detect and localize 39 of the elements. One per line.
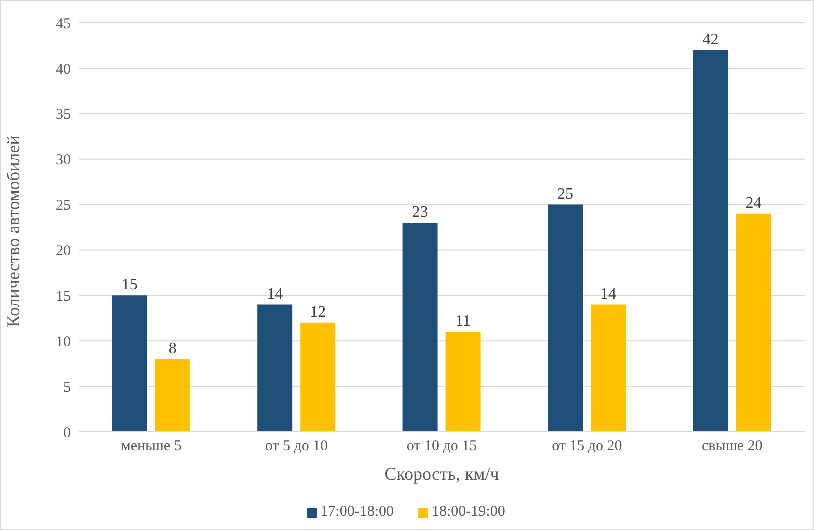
legend-label: 18:00-19:00	[432, 504, 506, 520]
y-axis-title: Количество автомобилей	[3, 135, 24, 328]
bar	[590, 304, 626, 432]
x-tick-label: от 10 до 15	[406, 438, 478, 455]
bar	[736, 214, 772, 432]
bar	[402, 222, 438, 432]
data-label: 42	[702, 31, 719, 48]
y-tick-label: 35	[56, 107, 71, 124]
y-tick-label: 25	[56, 198, 71, 214]
bar	[112, 296, 148, 432]
y-tick-label: 0	[64, 425, 71, 442]
data-label: 12	[310, 304, 326, 321]
x-tick-label: от 5 до 10	[265, 438, 328, 455]
x-tick-label: свыше 20	[702, 438, 763, 455]
y-tick-label: 45	[56, 16, 71, 32]
bar	[300, 322, 336, 432]
bar	[155, 359, 190, 432]
data-label: 24	[746, 194, 762, 212]
bar	[258, 304, 293, 432]
x-axis-title: Скорость, км/ч	[384, 464, 500, 484]
y-tick-label: 40	[56, 62, 71, 78]
bar	[548, 204, 583, 432]
data-label: 14	[267, 286, 284, 303]
data-label: 25	[557, 186, 574, 203]
data-label: 11	[456, 313, 471, 330]
data-label: 23	[412, 204, 428, 221]
legend-label: 17:00-18:00	[320, 504, 394, 520]
data-label: 8	[168, 340, 177, 358]
y-tick-label: 30	[56, 152, 71, 169]
bar	[446, 332, 481, 432]
x-tick-label: меньше 5	[121, 438, 182, 455]
bar	[693, 50, 728, 432]
y-tick-label: 10	[56, 334, 71, 350]
data-label: 15	[122, 276, 138, 294]
y-tick-label: 15	[56, 288, 71, 305]
data-label: 14	[600, 286, 616, 303]
y-tick-label: 20	[56, 244, 71, 260]
y-tick-label: 5	[64, 380, 71, 396]
x-tick-label: от 15 до 20	[552, 438, 622, 455]
